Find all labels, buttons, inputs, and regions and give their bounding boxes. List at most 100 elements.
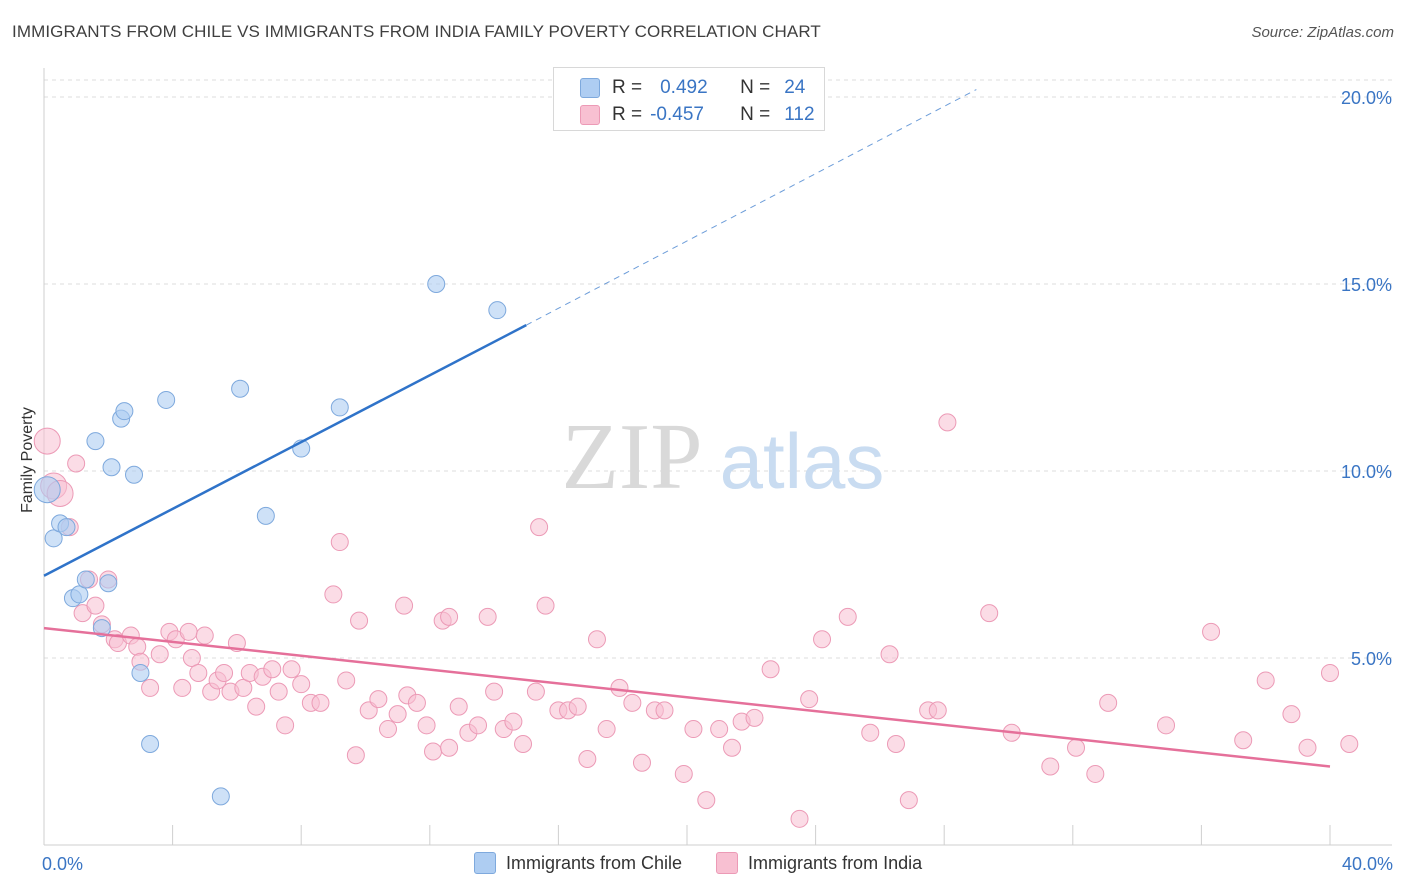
chile-point — [231, 379, 250, 398]
legend-n-label-chile: N = — [740, 77, 771, 98]
india-point — [899, 791, 918, 810]
india-point — [530, 518, 549, 537]
india-point — [449, 697, 468, 716]
india-point — [276, 716, 295, 735]
india-point — [440, 738, 459, 757]
india-point — [761, 660, 780, 679]
india-trend-line — [43, 626, 1331, 768]
chart-title: IMMIGRANTS FROM CHILE VS IMMIGRANTS FROM… — [12, 22, 821, 41]
india-point — [632, 753, 651, 772]
india-point — [234, 678, 253, 697]
india-point — [610, 678, 629, 697]
series-legend-india: Immigrants from India — [716, 852, 922, 874]
chile-point — [99, 574, 118, 593]
chile-point — [157, 390, 176, 409]
india-point — [485, 682, 504, 701]
gridlines — [44, 79, 1392, 659]
india-point — [938, 413, 957, 432]
india-point — [292, 675, 311, 694]
series-label-chile: Immigrants from Chile — [506, 852, 683, 873]
india-point — [980, 604, 999, 623]
india-point — [1340, 735, 1359, 754]
data-points — [33, 275, 1359, 828]
india-point — [469, 716, 488, 735]
series-legend: Immigrants from Chile Immigrants from In… — [474, 852, 956, 874]
chile-point — [330, 398, 349, 417]
india-point — [568, 697, 587, 716]
india-point — [587, 630, 606, 649]
watermark-zip: ZIP — [562, 405, 703, 509]
india-point — [1157, 716, 1176, 735]
india-point — [33, 427, 61, 455]
india-point — [324, 585, 343, 604]
chile-point — [488, 301, 507, 320]
india-point — [723, 738, 742, 757]
india-point — [346, 746, 365, 765]
india-point — [407, 693, 426, 712]
india-point — [128, 637, 147, 656]
india-point — [684, 720, 703, 739]
india-point — [1202, 622, 1221, 641]
y-tick-label: 20.0% — [1341, 88, 1392, 108]
india-point — [1256, 671, 1275, 690]
india-point — [263, 660, 282, 679]
india-point — [1298, 738, 1317, 757]
trend-lines — [43, 89, 1331, 768]
india-point — [1234, 731, 1253, 750]
india-point — [350, 611, 369, 630]
chile-point — [86, 432, 105, 451]
y-tick-label: 5.0% — [1351, 649, 1392, 669]
india-point — [1321, 663, 1339, 682]
india-point — [182, 649, 201, 667]
chile-point — [102, 458, 121, 477]
india-point — [800, 690, 819, 709]
india-point — [861, 723, 880, 742]
india-point — [710, 720, 729, 739]
india-point — [790, 809, 809, 828]
india-point — [282, 660, 301, 679]
india-point — [388, 705, 407, 724]
legend-n-value-india: 112 — [784, 104, 815, 125]
india-point — [1086, 764, 1105, 783]
india-point — [247, 697, 266, 716]
source-label: Source: ZipAtlas.com — [1251, 24, 1394, 41]
india-point — [478, 607, 497, 626]
series-swatch-chile — [474, 852, 496, 874]
india-point — [189, 663, 208, 682]
india-point — [440, 607, 459, 626]
india-point — [330, 533, 349, 552]
series-swatch-india — [716, 852, 739, 874]
india-point — [597, 720, 616, 739]
chile-point — [211, 787, 230, 806]
india-point — [928, 701, 947, 720]
legend-r-label-india: R = — [612, 104, 643, 125]
legend-r-label-chile: R = — [612, 77, 643, 98]
india-point — [67, 454, 86, 473]
legend-swatch-chile — [580, 78, 600, 98]
series-label-india: Immigrants from India — [748, 852, 923, 873]
chile-point — [70, 585, 89, 604]
india-point — [838, 607, 857, 626]
india-point — [215, 663, 234, 682]
chile-point — [92, 619, 111, 638]
series-legend-chile: Immigrants from Chile — [474, 852, 682, 874]
india-point — [504, 712, 523, 731]
legend-r-value-india: -0.457 — [650, 104, 704, 125]
india-point — [745, 708, 764, 727]
india-point — [195, 626, 214, 645]
india-point — [886, 735, 905, 754]
india-point — [813, 630, 832, 649]
legend-r-value-chile: 0.492 — [660, 77, 708, 98]
chile-point — [115, 402, 134, 421]
legend-n-value-chile: 24 — [784, 77, 806, 98]
chile-point — [427, 275, 446, 293]
legend-row-india: R = -0.457 N = 112 — [554, 101, 815, 129]
india-point — [141, 678, 160, 697]
chile-trend-extension — [526, 89, 977, 326]
chile-point — [33, 476, 61, 504]
tick-labels: 5.0% 10.0% 15.0% 20.0% 0.0% 40.0% — [42, 88, 1393, 874]
india-point — [179, 622, 198, 641]
chile-point — [131, 663, 150, 682]
india-point — [536, 596, 555, 615]
